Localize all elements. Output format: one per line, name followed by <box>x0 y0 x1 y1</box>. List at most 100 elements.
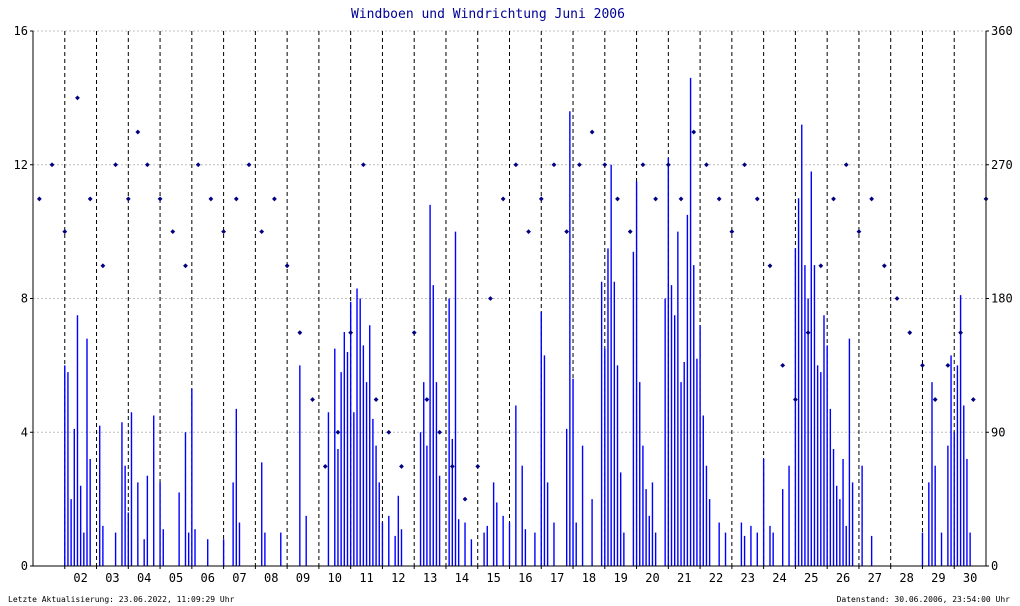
y2-tick-label: 270 <box>991 158 1013 172</box>
direction-point <box>284 263 290 269</box>
x-tick-label: 29 <box>931 571 945 585</box>
direction-point <box>945 362 951 368</box>
x-tick-label: 02 <box>73 571 87 585</box>
direction-point <box>75 95 80 101</box>
axes <box>30 30 989 569</box>
direction-point <box>513 162 519 168</box>
x-tick-label: 22 <box>709 571 723 585</box>
direction-point <box>640 162 646 168</box>
direction-point <box>780 362 786 368</box>
x-tick-label: 12 <box>391 571 405 585</box>
direction-point <box>399 464 404 469</box>
direction-point <box>125 196 131 202</box>
direction-point <box>818 263 824 269</box>
direction-point <box>87 196 93 202</box>
y-tick-label: 4 <box>21 425 28 439</box>
x-tick-label: 03 <box>105 571 119 585</box>
direction-point <box>348 330 354 336</box>
chart-title: Windboen und Windrichtung Juni 2006 <box>351 7 625 22</box>
x-tick-label: 05 <box>169 571 183 585</box>
direction-point <box>742 162 747 168</box>
direction-point <box>678 196 684 202</box>
direction-point <box>881 263 887 269</box>
direction-point <box>576 162 582 168</box>
direction-point <box>373 397 379 402</box>
direction-point <box>424 397 430 402</box>
direction-point <box>970 397 976 402</box>
x-tick-label: 04 <box>137 571 151 585</box>
direction-point <box>488 296 493 301</box>
direction-point <box>869 196 875 202</box>
direction-point <box>170 229 176 235</box>
x-tick-label: 27 <box>868 571 882 585</box>
direction-point <box>691 129 697 135</box>
direction-point <box>437 429 443 435</box>
direction-point <box>754 196 760 202</box>
direction-point <box>449 464 455 469</box>
x-tick-label: 08 <box>264 571 278 585</box>
x-tick-label: 28 <box>899 571 913 585</box>
direction-point <box>259 229 265 235</box>
direction-point <box>843 162 849 168</box>
direction-point <box>716 196 722 202</box>
direction-point <box>183 263 188 269</box>
x-tick-label: 24 <box>772 571 786 585</box>
x-tick-label: 30 <box>963 571 977 585</box>
direction-point <box>462 496 468 502</box>
x-tick-label: 07 <box>232 571 246 585</box>
direction-point <box>793 397 798 402</box>
direction-points <box>36 95 989 502</box>
x-tick-label: 26 <box>836 571 850 585</box>
direction-point <box>322 464 328 469</box>
y2-tick-label: 360 <box>991 24 1013 38</box>
x-tick-label: 16 <box>518 571 532 585</box>
x-tick-label: 23 <box>741 571 755 585</box>
direction-point <box>920 362 925 368</box>
y-tick-label: 12 <box>14 158 28 172</box>
direction-point <box>208 196 214 202</box>
y-tick-label: 8 <box>21 292 28 306</box>
y-tick-label: 0 <box>21 559 28 573</box>
y-tick-label: 16 <box>14 24 28 38</box>
direction-point <box>157 196 163 202</box>
footer-left: Letzte Aktualisierung: 23.06.2022, 11:09… <box>8 595 235 604</box>
direction-point <box>526 229 531 235</box>
direction-point <box>932 397 938 402</box>
direction-point <box>246 162 252 168</box>
x-tick-label: 11 <box>359 571 373 585</box>
direction-point <box>297 330 303 336</box>
grid-layer <box>33 30 986 566</box>
direction-point <box>665 162 671 168</box>
direction-point <box>475 464 481 469</box>
direction-point <box>135 129 141 135</box>
direction-point <box>144 162 150 168</box>
direction-point <box>538 196 544 202</box>
direction-point <box>100 263 106 269</box>
direction-point <box>767 263 773 269</box>
direction-point <box>589 129 595 135</box>
x-tick-label: 25 <box>804 571 818 585</box>
x-tick-label: 17 <box>550 571 564 585</box>
direction-point <box>564 229 570 235</box>
direction-point <box>627 229 633 235</box>
direction-point <box>500 196 506 202</box>
direction-point <box>615 196 620 202</box>
direction-point <box>411 330 417 336</box>
y2-tick-label: 90 <box>991 425 1005 439</box>
direction-point <box>831 196 836 202</box>
direction-point <box>36 196 42 202</box>
direction-point <box>704 162 709 168</box>
direction-point <box>221 229 226 235</box>
x-tick-label: 14 <box>455 571 469 585</box>
x-tick-label: 15 <box>486 571 500 585</box>
direction-point <box>856 229 862 235</box>
direction-point <box>233 196 239 202</box>
direction-point <box>894 296 900 301</box>
direction-point <box>805 330 811 336</box>
x-tick-label: 18 <box>582 571 596 585</box>
direction-point <box>62 229 68 235</box>
direction-point <box>958 330 963 336</box>
x-tick-label: 20 <box>645 571 659 585</box>
